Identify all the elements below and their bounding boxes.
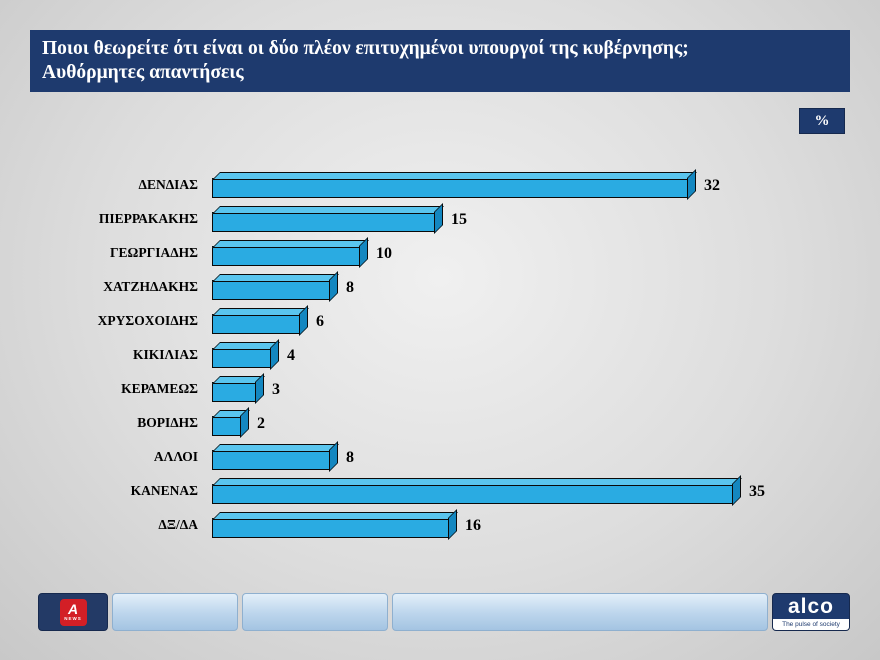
category-label: ΑΛΛΟΙ	[153, 449, 198, 464]
bar	[212, 212, 436, 232]
bar-row: ΑΛΛΟΙ 8	[30, 440, 850, 474]
alpha-news-logo: A NEWS	[59, 598, 87, 626]
category-label: ΚΕΡΑΜΕΩΣ	[121, 381, 198, 396]
alpha-logo-letter: A	[67, 600, 79, 617]
title-line-2: Αυθόρμητες απαντήσεις	[42, 62, 244, 84]
bar	[212, 178, 689, 198]
bar-track: 32	[212, 168, 850, 202]
value-label: 16	[465, 517, 481, 534]
bar	[212, 382, 257, 402]
bar-track: 8	[212, 440, 850, 474]
bar	[212, 348, 272, 368]
alpha-news-logo-box: A NEWS	[38, 593, 108, 631]
alco-logo: alco	[787, 595, 835, 618]
category-label: ΚΑΝΕΝΑΣ	[130, 483, 198, 498]
bar-row: ΓΕΩΡΓΙΑΔΗΣ 10	[30, 236, 850, 270]
bar	[212, 484, 734, 504]
bar	[212, 314, 301, 334]
category-label: ΠΙΕΡΡΑΚΑΚΗΣ	[98, 211, 198, 226]
bar-row: ΧΑΤΖΗΔΑΚΗΣ 8	[30, 270, 850, 304]
bar-row: ΚΕΡΑΜΕΩΣ 3	[30, 372, 850, 406]
bar-row: ΔΕΝΔΙΑΣ 32	[30, 168, 850, 202]
value-label: 10	[376, 245, 392, 262]
category-label: ΧΑΤΖΗΔΑΚΗΣ	[103, 279, 198, 294]
bar-row: ΚΙΚΙΛΙΑΣ 4	[30, 338, 850, 372]
category-label: ΔΞ/ΔΑ	[158, 517, 198, 532]
bar-track: 4	[212, 338, 850, 372]
value-label: 8	[346, 279, 354, 296]
bar-track: 2	[212, 406, 850, 440]
bar-track: 8	[212, 270, 850, 304]
bar-track: 35	[212, 474, 850, 508]
value-label: 3	[272, 381, 280, 398]
value-label: 32	[704, 177, 720, 194]
bar-row: ΔΞ/ΔΑ 16	[30, 508, 850, 542]
footer-segment-1	[112, 593, 238, 631]
footer-segment-3	[392, 593, 768, 631]
bar-chart: ΔΕΝΔΙΑΣ 32 ΠΙΕΡΡΑΚΑΚΗΣ 15 ΓΕΩΡΓΙΑΔΗΣ 10 ΧΑΤΖΗΔ…	[30, 168, 850, 542]
bar-track: 3	[212, 372, 850, 406]
bar-row: ΠΙΕΡΡΑΚΑΚΗΣ 15	[30, 202, 850, 236]
bar-track: 15	[212, 202, 850, 236]
alco-logo-box: alco The pulse of society	[772, 593, 850, 631]
bar	[212, 246, 361, 266]
bar-track: 10	[212, 236, 850, 270]
value-label: 2	[257, 415, 265, 432]
bar-track: 16	[212, 508, 850, 542]
bar-row: ΧΡΥΣΟΧΟΙΔΗΣ 6	[30, 304, 850, 338]
value-label: 15	[451, 211, 467, 228]
bar	[212, 280, 331, 300]
category-label: ΓΕΩΡΓΙΑΔΗΣ	[109, 245, 198, 260]
value-label: 35	[749, 483, 765, 500]
category-label: ΒΟΡΙΔΗΣ	[137, 415, 198, 430]
category-label: ΧΡΥΣΟΧΟΙΔΗΣ	[97, 313, 198, 328]
value-label: 6	[316, 313, 324, 330]
alco-tagline: The pulse of society	[773, 619, 849, 630]
footer-segment-2	[242, 593, 388, 631]
value-label: 4	[287, 347, 295, 364]
percent-badge: %	[799, 108, 845, 134]
bar-track: 6	[212, 304, 850, 338]
footer: A NEWS alco The pulse of society	[38, 593, 850, 633]
bar	[212, 518, 450, 538]
title-bar: Ποιοι θεωρείτε ότι είναι οι δύο πλέον επ…	[30, 30, 850, 92]
bar	[212, 450, 331, 470]
bar-row: ΒΟΡΙΔΗΣ 2	[30, 406, 850, 440]
bar	[212, 416, 242, 436]
title-line-1: Ποιοι θεωρείτε ότι είναι οι δύο πλέον επ…	[42, 38, 689, 59]
bar-row: ΚΑΝΕΝΑΣ 35	[30, 474, 850, 508]
value-label: 8	[346, 449, 354, 466]
alpha-logo-news-label: NEWS	[64, 615, 82, 621]
category-label: ΔΕΝΔΙΑΣ	[138, 177, 198, 192]
category-label: ΚΙΚΙΛΙΑΣ	[132, 347, 198, 362]
